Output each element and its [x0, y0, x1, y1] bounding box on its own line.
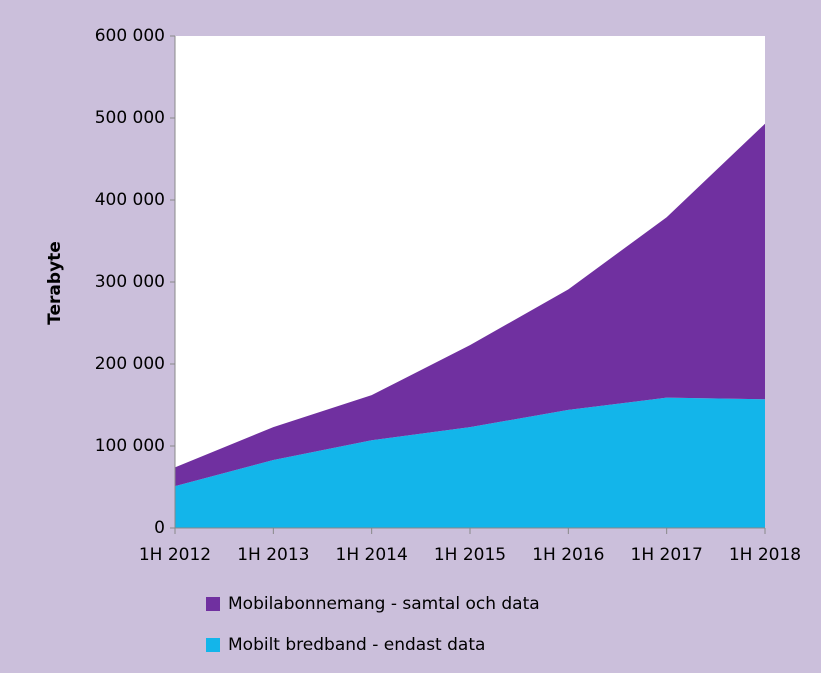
x-tick-label: 1H 2018 — [729, 545, 801, 565]
y-tick-label: 400 000 — [95, 190, 165, 210]
y-tick-label: 300 000 — [95, 272, 165, 292]
legend-swatch — [206, 597, 220, 611]
x-tick-label: 1H 2012 — [139, 545, 211, 565]
x-tick-label: 1H 2014 — [336, 545, 408, 565]
y-tick-label: 200 000 — [95, 354, 165, 374]
area — [175, 397, 765, 528]
x-tick-label: 1H 2013 — [237, 545, 309, 565]
y-tick-label: 100 000 — [95, 436, 165, 456]
legend-label: Mobilabonnemang - samtal och data — [228, 594, 540, 614]
y-axis-label: Terabyte — [45, 241, 65, 325]
y-tick-label: 500 000 — [95, 108, 165, 128]
x-tick-label: 1H 2016 — [532, 545, 604, 565]
legend-label: Mobilt bredband - endast data — [228, 635, 485, 655]
legend-swatch — [206, 638, 220, 652]
y-tick-label: 0 — [154, 518, 165, 538]
x-tick-label: 1H 2017 — [631, 545, 703, 565]
x-tick-label: 1H 2015 — [434, 545, 506, 565]
area — [175, 123, 765, 487]
y-tick-label: 600 000 — [95, 26, 165, 46]
